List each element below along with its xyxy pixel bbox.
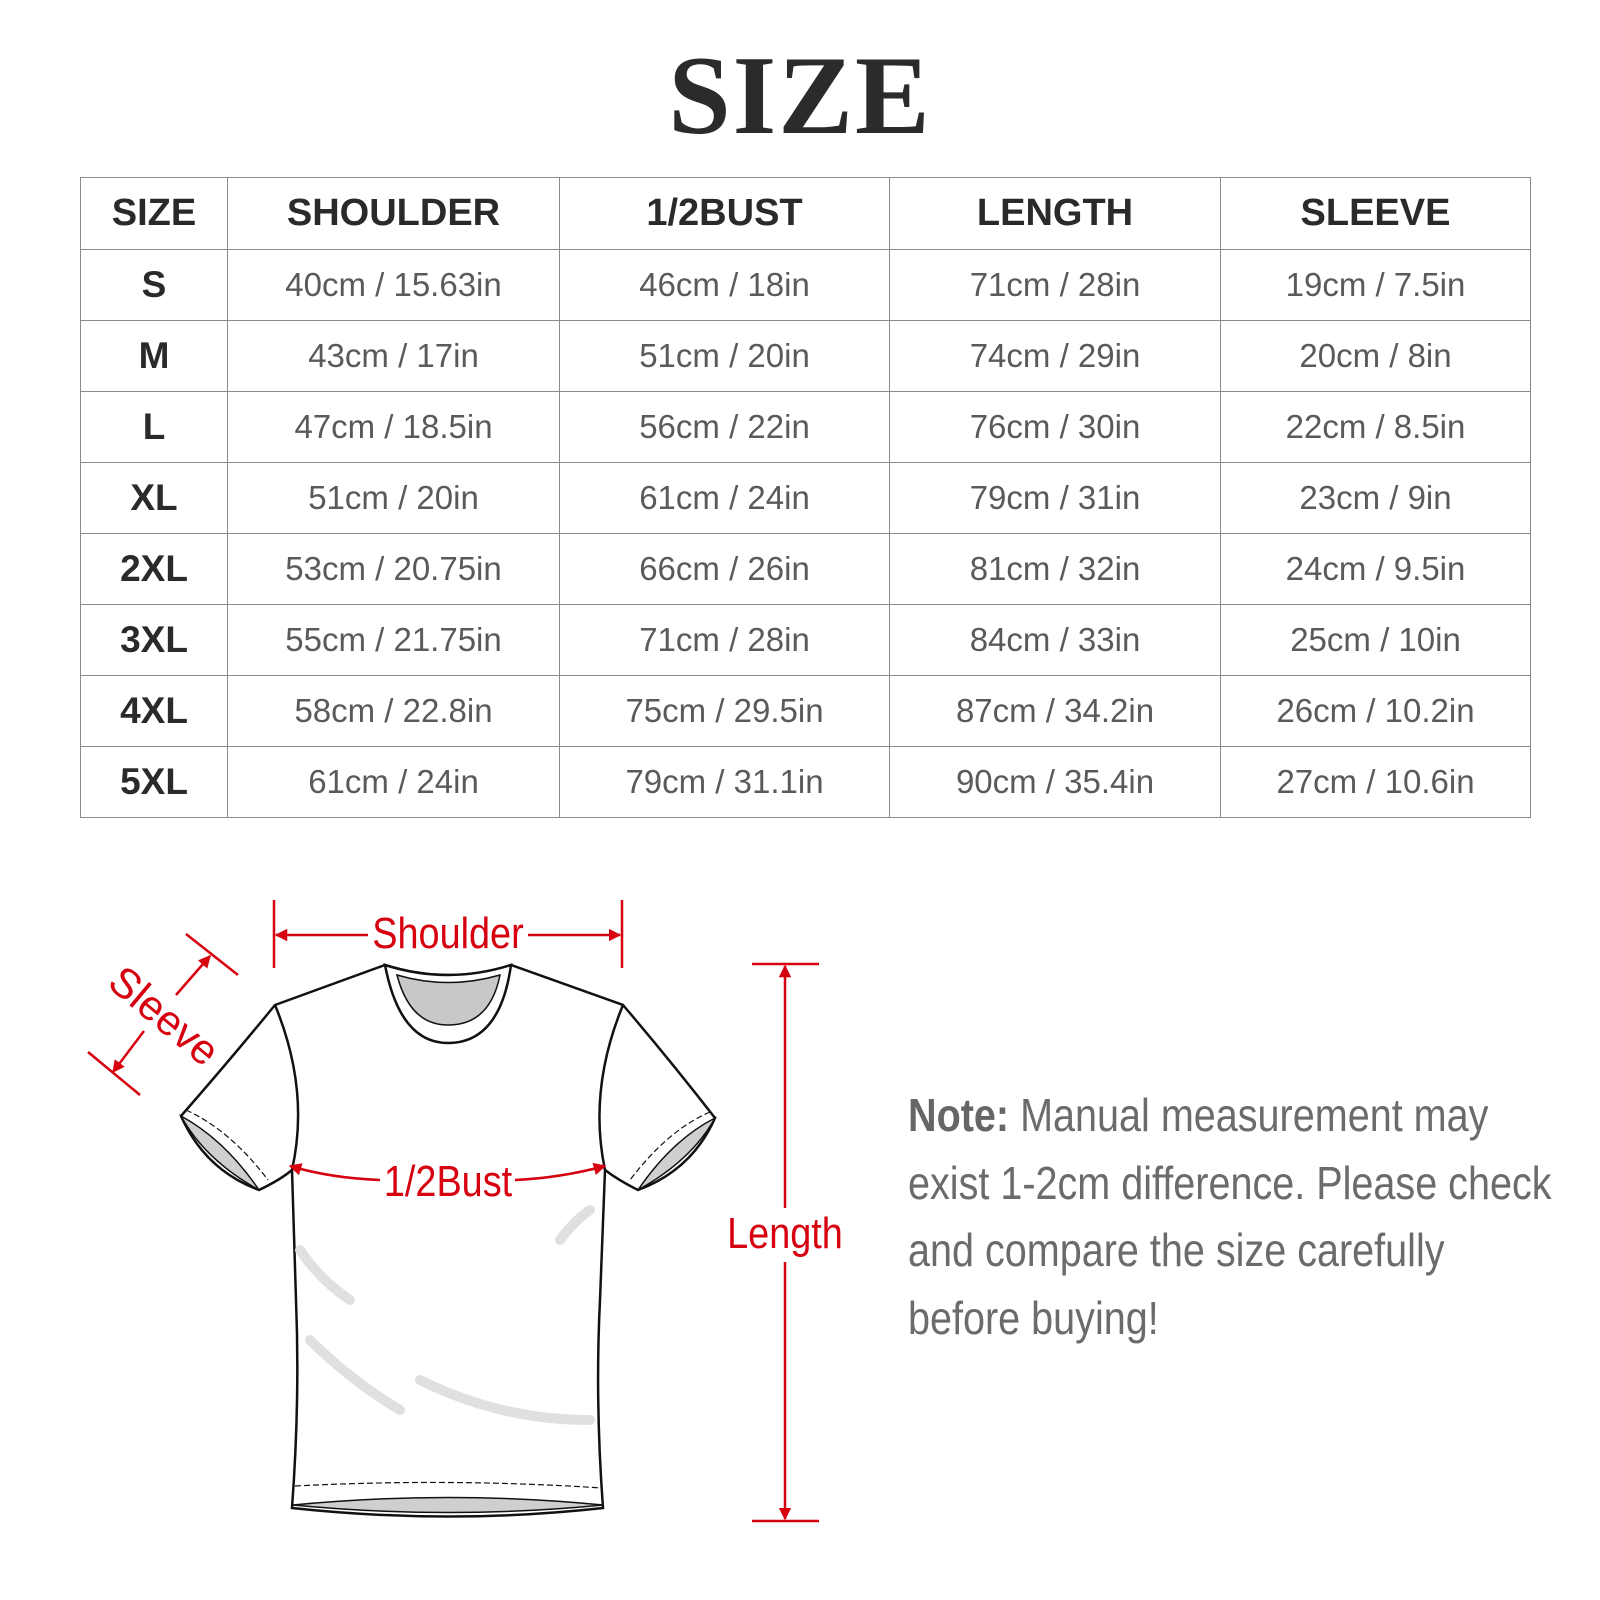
measurement-cell: 26cm / 10.2in: [1220, 675, 1531, 747]
shoulder-label: Shoulder: [372, 908, 523, 957]
size-label-cell: XL: [80, 462, 228, 534]
measurement-cell: 53cm / 20.75in: [227, 533, 560, 605]
size-label-cell: 5XL: [80, 746, 228, 818]
column-header-sleeve: SLEEVE: [1220, 177, 1531, 250]
measurement-cell: 71cm / 28in: [889, 249, 1221, 321]
table-row: 2XL 53cm / 20.75in 66cm / 26in 81cm / 32in 2…: [80, 533, 1531, 605]
measurement-cell: 61cm / 24in: [227, 746, 560, 818]
measurement-cell: 46cm / 18in: [559, 249, 890, 321]
tshirt-icon: [179, 963, 717, 1518]
measurement-cell: 24cm / 9.5in: [1220, 533, 1531, 605]
measurement-cell: 79cm / 31.1in: [559, 746, 890, 818]
bust-dimension: [288, 1162, 607, 1182]
page-title: SIZE: [668, 34, 932, 158]
table-header-row: SIZE SHOULDER 1/2BUST LENGTH SLEEVE: [80, 177, 1531, 250]
measurement-cell: 55cm / 21.75in: [227, 604, 560, 676]
table-row: XL 51cm / 20in 61cm / 24in 79cm / 31in 23cm …: [80, 462, 1531, 534]
note-text: Manual measurement may exist 1-2cm diffe…: [908, 1089, 1552, 1344]
measurement-cell: 84cm / 33in: [889, 604, 1221, 676]
measurement-cell: 51cm / 20in: [227, 462, 560, 534]
measurement-cell: 23cm / 9in: [1220, 462, 1531, 534]
note-label: Note:: [908, 1089, 1010, 1141]
measurement-cell: 71cm / 28in: [559, 604, 890, 676]
measurement-cell: 19cm / 7.5in: [1220, 249, 1531, 321]
table-row: M 43cm / 17in 51cm / 20in 74cm / 29in 20cm /…: [80, 320, 1531, 392]
sleeve-label: Sleeve: [100, 956, 229, 1075]
measurement-cell: 61cm / 24in: [559, 462, 890, 534]
size-label-cell: M: [80, 320, 228, 392]
table-row: 4XL 58cm / 22.8in 75cm / 29.5in 87cm / 34.2…: [80, 675, 1531, 747]
size-label-cell: S: [80, 249, 228, 321]
table-row: 5XL 61cm / 24in 79cm / 31.1in 90cm / 35.4in…: [80, 746, 1531, 818]
measurement-cell: 22cm / 8.5in: [1220, 391, 1531, 463]
measurement-cell: 90cm / 35.4in: [889, 746, 1221, 818]
measurement-cell: 74cm / 29in: [889, 320, 1221, 392]
size-chart-table: SIZE SHOULDER 1/2BUST LENGTH SLEEVE S 40cm / …: [80, 177, 1531, 818]
size-label-cell: L: [80, 391, 228, 463]
sleeve-dimension: [87, 933, 239, 1096]
shoulder-dimension: [272, 900, 624, 968]
length-label: Length: [727, 1208, 843, 1257]
fabric-fold-shading: [295, 1205, 595, 1425]
measurement-cell: 40cm / 15.63in: [227, 249, 560, 321]
measurement-cell: 66cm / 26in: [559, 533, 890, 605]
bust-label: 1/2Bust: [384, 1156, 513, 1205]
measurement-note: Note: Manual measurement may exist 1-2cm…: [908, 1082, 1562, 1352]
column-header-size: SIZE: [80, 177, 228, 250]
measurement-cell: 75cm / 29.5in: [559, 675, 890, 747]
length-dimension: [752, 962, 819, 1523]
table-row: S 40cm / 15.63in 46cm / 18in 71cm / 28in 19c…: [80, 249, 1531, 321]
measurement-cell: 20cm / 8in: [1220, 320, 1531, 392]
measurement-cell: 76cm / 30in: [889, 391, 1221, 463]
measurement-cell: 56cm / 22in: [559, 391, 890, 463]
measurement-cell: 58cm / 22.8in: [227, 675, 560, 747]
size-label-cell: 3XL: [80, 604, 228, 676]
table-row: 3XL 55cm / 21.75in 71cm / 28in 84cm / 33in 2…: [80, 604, 1531, 676]
measurement-cell: 43cm / 17in: [227, 320, 560, 392]
column-header-1-2bust: 1/2BUST: [559, 177, 890, 250]
measurement-cell: 25cm / 10in: [1220, 604, 1531, 676]
measurement-cell: 81cm / 32in: [889, 533, 1221, 605]
table-row: L 47cm / 18.5in 56cm / 22in 76cm / 30in 22cm…: [80, 391, 1531, 463]
size-label-cell: 4XL: [80, 675, 228, 747]
column-header-length: LENGTH: [889, 177, 1221, 250]
measurement-cell: 27cm / 10.6in: [1220, 746, 1531, 818]
